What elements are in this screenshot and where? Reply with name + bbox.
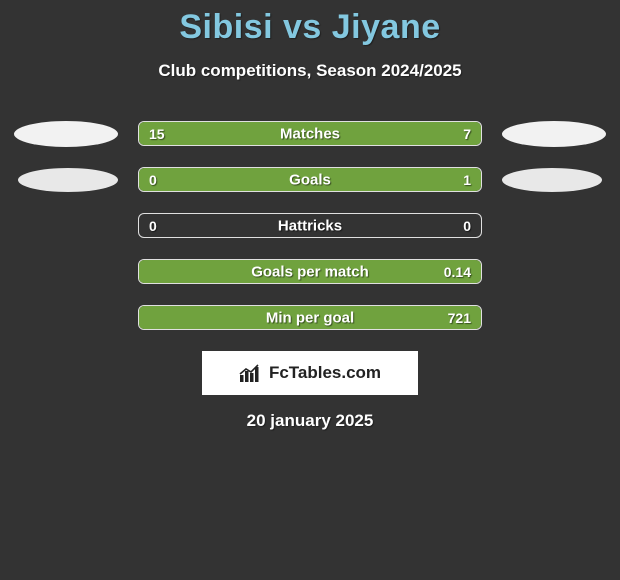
brand-box: FcTables.com: [202, 351, 418, 395]
ellipse-right-1: [502, 168, 602, 192]
ellipse-left-1: [18, 168, 118, 192]
stat-value-left: 15: [149, 126, 165, 142]
stat-row-goals: 0 Goals 1: [0, 167, 620, 192]
stat-bar: Min per goal 721: [138, 305, 482, 330]
stat-label: Min per goal: [266, 309, 354, 326]
stat-row-min-per-goal: Min per goal 721: [0, 305, 620, 330]
stat-label: Goals per match: [251, 263, 369, 280]
subtitle: Club competitions, Season 2024/2025: [0, 61, 620, 81]
brand-logo: FcTables.com: [239, 363, 381, 383]
ellipse-left-0: [14, 121, 118, 147]
stat-row-goals-per-match: Goals per match 0.14: [0, 259, 620, 284]
stat-value-right: 0: [463, 218, 471, 234]
stat-bar: 15 Matches 7: [138, 121, 482, 146]
stat-bar: 0 Hattricks 0: [138, 213, 482, 238]
stat-row-matches: 15 Matches 7: [0, 121, 620, 146]
stat-label: Goals: [289, 171, 331, 188]
stat-value-right: 721: [448, 310, 471, 326]
stat-label: Hattricks: [278, 217, 342, 234]
stats-area: 15 Matches 7 0 Goals 1 0: [0, 121, 620, 330]
chart-icon: [239, 363, 263, 383]
stat-value-right: 7: [463, 126, 471, 142]
stat-bar: Goals per match 0.14: [138, 259, 482, 284]
stat-bar: 0 Goals 1: [138, 167, 482, 192]
stat-label: Matches: [280, 125, 340, 142]
ellipse-right-0: [502, 121, 606, 147]
stat-value-right: 0.14: [444, 264, 471, 280]
date-text: 20 january 2025: [0, 411, 620, 431]
stat-value-right: 1: [463, 172, 471, 188]
stat-row-hattricks: 0 Hattricks 0: [0, 213, 620, 238]
page-title: Sibisi vs Jiyane: [0, 8, 620, 47]
brand-text: FcTables.com: [269, 363, 381, 383]
bar-seg-right: [206, 168, 481, 191]
stat-value-left: 0: [149, 218, 157, 234]
stat-value-left: 0: [149, 172, 157, 188]
